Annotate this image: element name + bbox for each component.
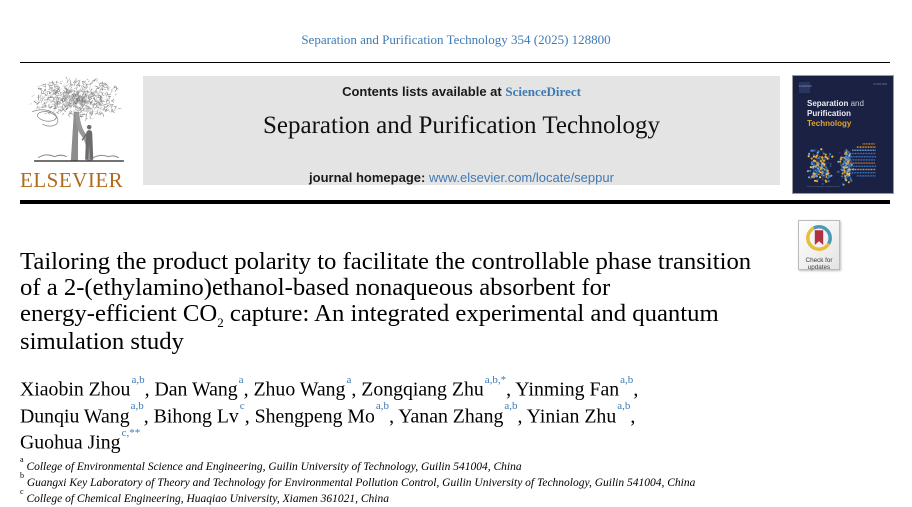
svg-text:Technology: Technology bbox=[807, 119, 852, 128]
svg-text:Vol 354 2025: Vol 354 2025 bbox=[873, 83, 888, 86]
svg-text:Journal homepage: www.journal.: Journal homepage: www.journal.com bbox=[807, 186, 840, 188]
svg-text:Separation and: Separation and bbox=[807, 99, 864, 108]
svg-text:ELSEVIER: ELSEVIER bbox=[799, 84, 812, 88]
svg-text:Purification: Purification bbox=[807, 109, 851, 118]
